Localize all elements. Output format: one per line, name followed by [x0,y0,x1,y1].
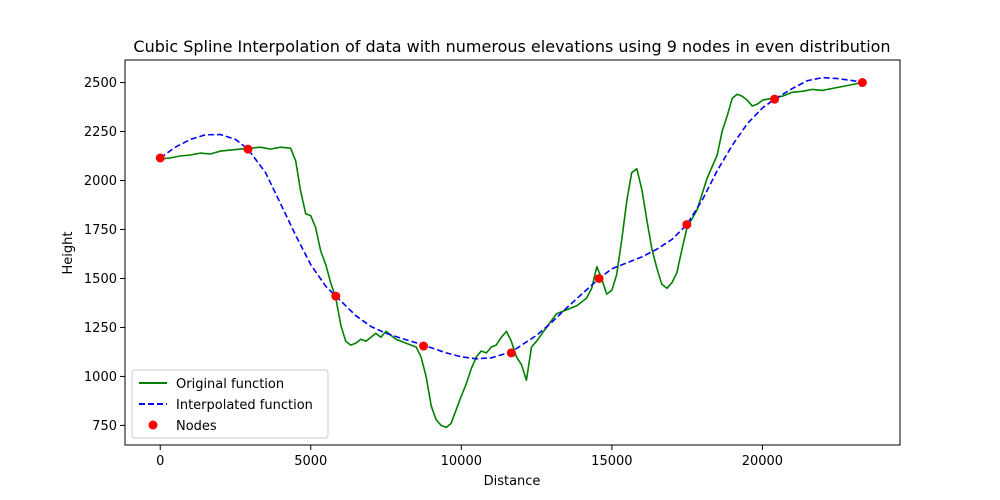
x-tick-label: 20000 [742,454,783,469]
node-marker [682,220,692,230]
x-axis-label: Distance [484,474,541,489]
interpolated-function-line [159,76,863,360]
x-tick-label: 0 [156,454,164,469]
y-tick-label: 1500 [84,272,117,287]
node-marker [243,144,253,154]
node-marker [506,348,516,358]
legend-label-nodes: Nodes [176,419,217,434]
node-marker [331,291,341,301]
legend-label-interpolated: Interpolated function [176,398,313,413]
x-tick-label: 10000 [441,454,482,469]
node-marker [419,341,429,351]
y-tick-label: 750 [92,419,117,434]
node-marker [594,273,604,283]
node-marker [857,78,867,88]
original-function-line [160,81,862,429]
y-tick-label: 2250 [84,125,117,140]
node-marker [155,153,165,163]
y-axis-label: Height [61,232,76,275]
y-axis: 750 1000 1250 1500 1750 2000 2250 2500 [84,76,125,434]
y-tick-label: 2000 [84,174,117,189]
node-marker [770,94,780,104]
y-tick-label: 1250 [84,321,117,336]
legend-label-original: Original function [176,377,284,392]
y-tick-label: 1000 [84,370,117,385]
legend: Original function Interpolated function … [131,369,329,439]
plot-area-frame [124,59,901,446]
x-tick-label: 5000 [294,454,327,469]
legend-swatch-nodes [148,420,158,430]
plot-markers [155,78,867,358]
y-tick-label: 2500 [84,76,117,91]
legend-box [131,369,329,439]
plot-lines [159,76,863,429]
x-axis: 0 5000 10000 15000 20000 [156,445,783,469]
chart-title: Cubic Spline Interpolation of data with … [133,37,890,56]
y-tick-label: 1750 [84,223,117,238]
x-tick-label: 15000 [591,454,632,469]
